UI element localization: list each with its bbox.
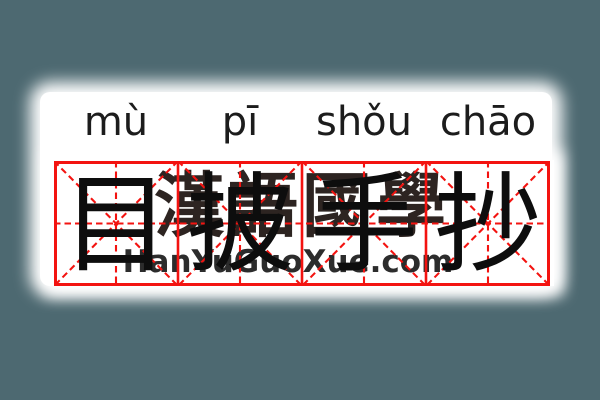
pinyin-syllable-3: shǒu — [315, 99, 412, 145]
practice-grid — [54, 161, 550, 286]
hanzi-character-1: 目 — [61, 167, 170, 286]
pinyin-syllable-4: chāo — [439, 99, 537, 145]
pinyin-syllable-1: mù — [83, 99, 149, 145]
content-card-background-extension — [54, 160, 554, 286]
pinyin-syllable-2: pī — [221, 99, 259, 145]
hanzi-character-4: 抄 — [433, 167, 542, 286]
hanzi-character-2: 披 — [185, 167, 294, 286]
hanzi-character-3: 手 — [309, 167, 418, 286]
watermark-cjk-text: 漢語國學 — [154, 169, 450, 246]
grid-solid-borders — [54, 161, 550, 286]
